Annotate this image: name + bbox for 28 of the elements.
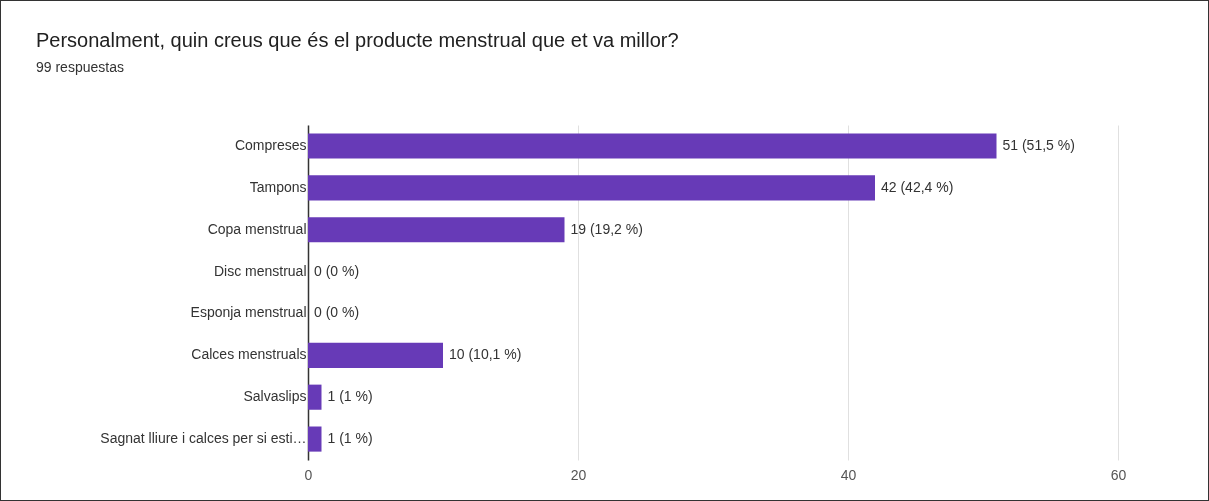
data-label: 51 (51,5 %): [1002, 136, 1075, 153]
y-tick-label: Salvaslips: [243, 388, 307, 405]
y-tick-label: Tampons: [249, 178, 307, 195]
bar: [308, 133, 997, 159]
data-label: 1 (1 %): [327, 430, 373, 447]
bar: [308, 342, 443, 368]
y-tick-label: Copa menstrual: [207, 220, 307, 237]
data-label: 1 (1 %): [327, 388, 373, 405]
data-label: 0 (0 %): [314, 262, 360, 279]
data-label: 42 (42,4 %): [881, 178, 954, 195]
data-label: 0 (0 %): [314, 304, 360, 321]
y-tick-label: Sagnat lliure i calces per si esti…: [100, 430, 307, 447]
text: 99 respuestas: [36, 59, 124, 75]
y-tick-label: Compreses: [234, 136, 307, 153]
bar: [308, 384, 322, 410]
chart-title: Personalment, quin creus que és el producte menstrual que et va millor?: [36, 29, 679, 51]
data-label: 10 (10,1 %): [449, 346, 522, 363]
y-tick-label: Esponja menstrual: [190, 304, 307, 321]
x-tick-label: 60: [1110, 466, 1127, 483]
x-tick-label: 20: [570, 466, 587, 483]
x-tick-label: 0: [304, 466, 313, 483]
y-tick-label: Disc menstrual: [213, 262, 307, 279]
data-label: 19 (19,2 %): [570, 220, 643, 237]
bar: [308, 175, 875, 201]
bar: [308, 426, 322, 452]
y-tick-label: Calces menstruals: [191, 346, 307, 363]
bar: [308, 217, 565, 243]
x-tick-label: 40: [840, 466, 857, 483]
